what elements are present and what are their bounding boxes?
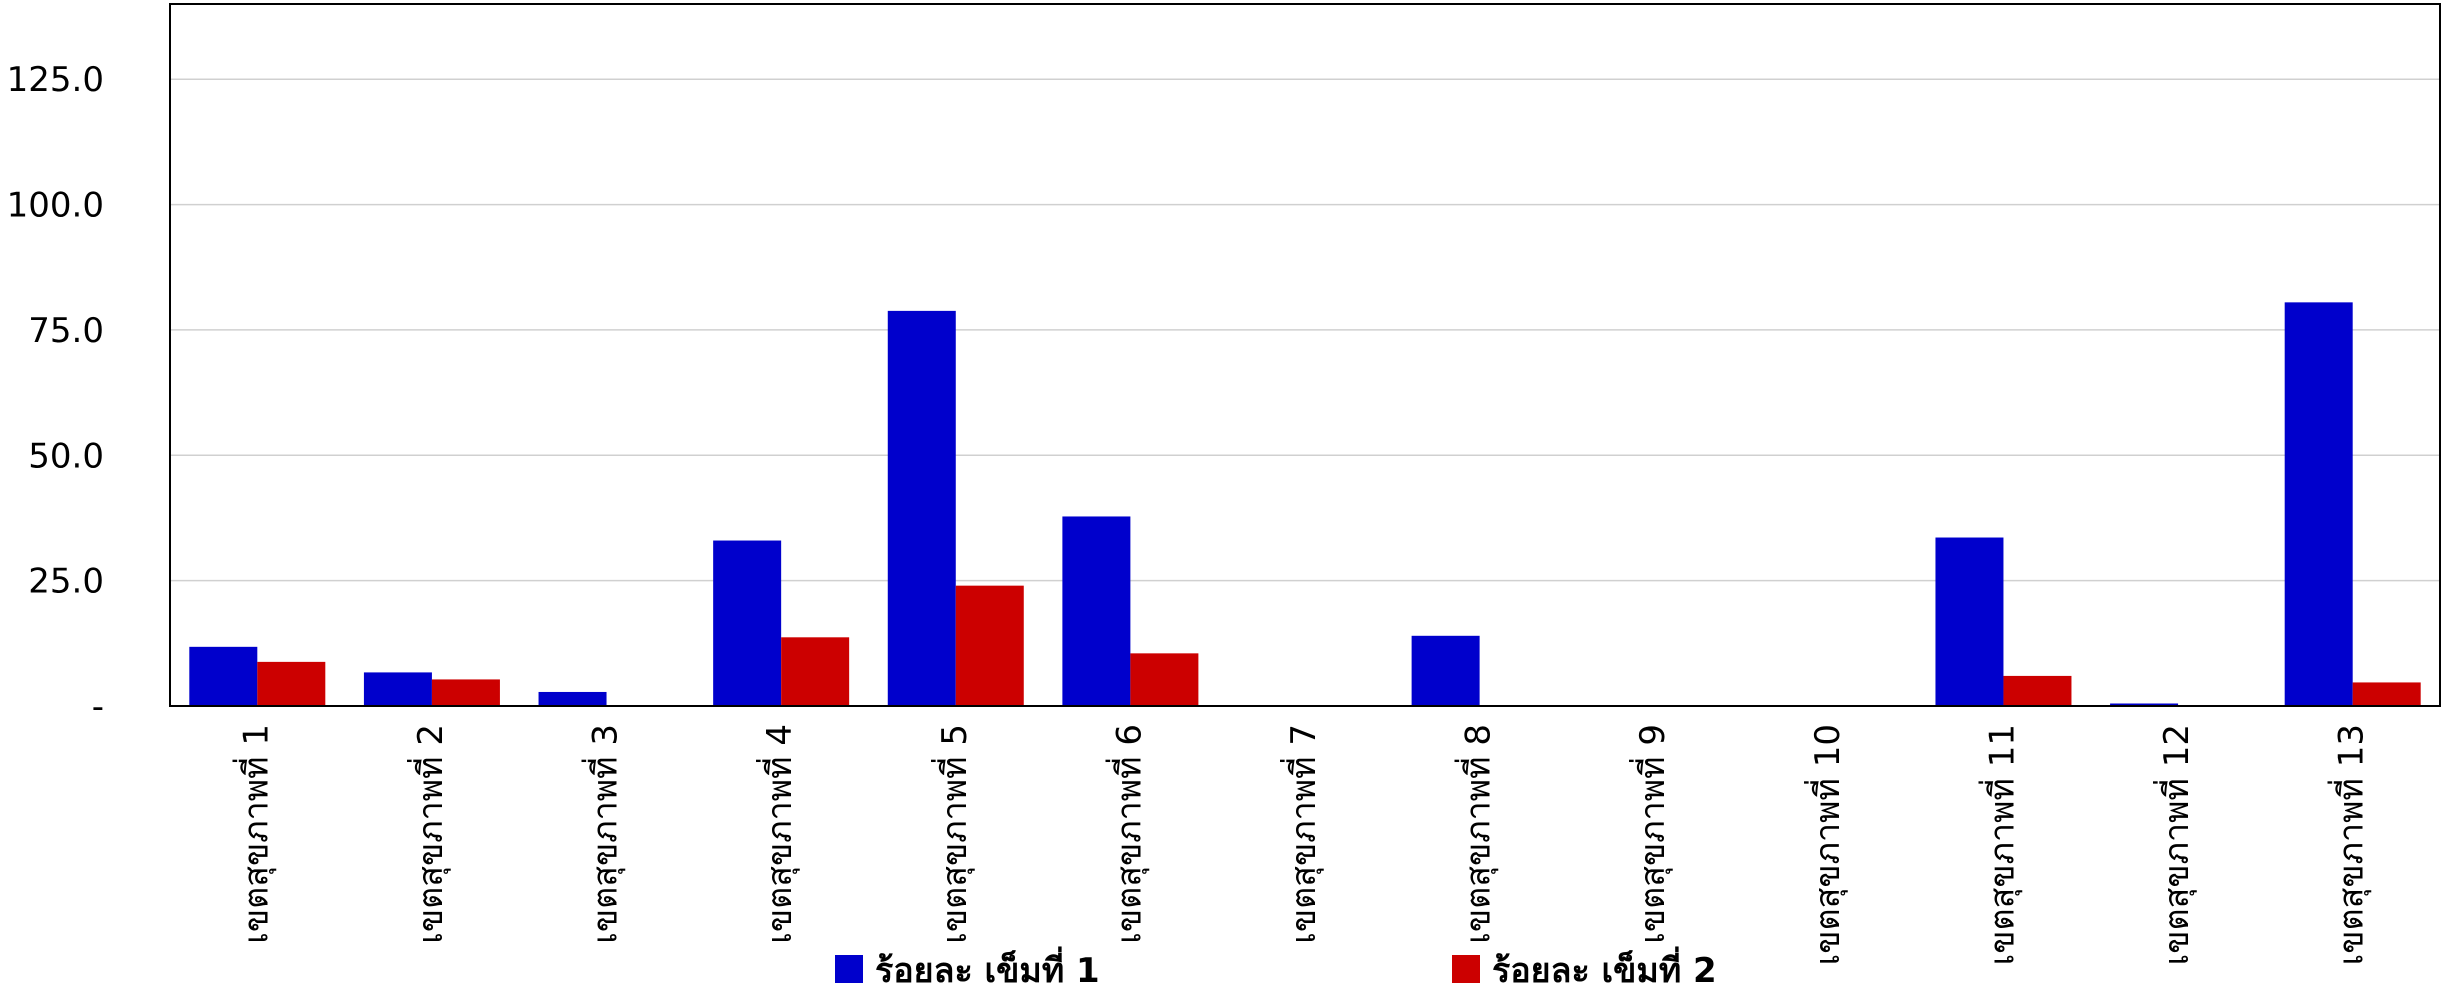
legend-swatch (1452, 955, 1480, 983)
y-tick-label: 100.0 (7, 186, 104, 226)
bar (1062, 516, 1131, 706)
bar (1935, 537, 2004, 706)
y-axis-ticks: - 25.0 50.0 75.0 100.0 125.0 (7, 60, 104, 727)
y-tick-label: 25.0 (28, 562, 104, 602)
bar (2110, 703, 2179, 706)
bar (1130, 653, 1199, 706)
bar (781, 637, 850, 706)
bar (189, 646, 258, 706)
y-tick-label: - (92, 687, 104, 727)
bar (538, 691, 607, 706)
x-tick-label: เขตสุขภาพที่ 2 (407, 724, 451, 944)
bar (955, 585, 1024, 706)
gridlines (170, 78, 2440, 582)
x-tick-label: เขตสุขภาพที่ 4 (756, 724, 800, 944)
x-tick-label: เขตสุขภาพที่ 13 (2328, 724, 2372, 965)
legend-label: ร้อยละ เข็มที่ 1 (875, 946, 1100, 988)
bars (189, 302, 2421, 706)
x-tick-label: เขตสุขภาพที่ 12 (2153, 724, 2197, 965)
plot-frame (169, 3, 2441, 707)
bar (2352, 682, 2421, 706)
x-tick-label: เขตสุขภาพที่ 5 (931, 724, 975, 944)
bar (431, 679, 500, 706)
x-tick-label: เขตสุขภาพที่ 9 (1629, 724, 1673, 944)
x-tick-label: เขตสุขภาพที่ 6 (1105, 724, 1149, 944)
legend: ร้อยละ เข็มที่ 1 ร้อยละ เข็มที่ 2 (835, 946, 1717, 988)
x-tick-label: เขตสุขภาพที่ 7 (1280, 724, 1324, 944)
x-axis-ticks: เขตสุขภาพที่ 1 เขตสุขภาพที่ 2 เขตสุขภาพที่… (232, 724, 2371, 965)
bar (2003, 675, 2072, 706)
bar (2284, 302, 2353, 706)
bar (713, 540, 782, 706)
x-tick-label: เขตสุขภาพที่ 8 (1455, 724, 1499, 944)
bar (363, 672, 432, 706)
bar (1411, 635, 1480, 706)
legend-swatch (835, 955, 863, 983)
y-tick-label: 50.0 (28, 436, 104, 476)
x-tick-label: เขตสุขภาพที่ 10 (1804, 724, 1848, 965)
y-tick-label: 75.0 (28, 311, 104, 351)
bar (257, 661, 326, 706)
bar (887, 310, 956, 706)
x-tick-label: เขตสุขภาพที่ 1 (232, 724, 276, 944)
x-tick-label: เขตสุขภาพที่ 11 (1978, 724, 2022, 965)
x-tick-label: เขตสุขภาพที่ 3 (582, 724, 626, 944)
y-tick-label: 125.0 (7, 60, 104, 100)
legend-label: ร้อยละ เข็มที่ 2 (1492, 946, 1717, 988)
